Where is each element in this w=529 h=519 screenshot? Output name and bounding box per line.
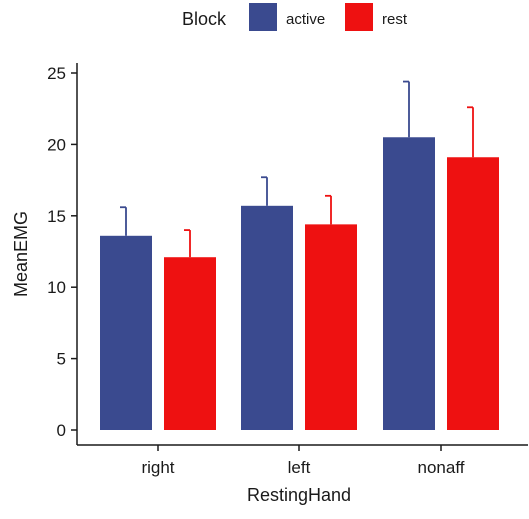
x-tick-label-nonaff: nonaff: [418, 458, 465, 477]
legend-swatch-rest: [345, 3, 373, 31]
legend-label-active: active: [286, 11, 325, 28]
y-tick-label-0: 0: [57, 421, 66, 440]
y-tick-label-15: 15: [47, 207, 66, 226]
y-tick-label-5: 5: [57, 350, 66, 369]
x-tick-label-left: left: [288, 458, 311, 477]
bar-active-nonaff: [383, 137, 435, 430]
y-axis-ticks: 0 5 10 15 20 25: [47, 64, 77, 440]
y-axis-title: MeanEMG: [11, 211, 31, 297]
legend-label-rest: rest: [382, 11, 408, 28]
error-bars-layer: [120, 80, 474, 258]
x-tick-label-right: right: [141, 458, 174, 477]
y-tick-label-25: 25: [47, 64, 66, 83]
y-tick-label-10: 10: [47, 278, 66, 297]
x-axis-title: RestingHand: [247, 485, 351, 505]
bar-active-left: [241, 205, 293, 430]
legend-swatch-active: [249, 3, 277, 31]
bars-layer: [100, 137, 499, 430]
bar-rest-right: [164, 257, 216, 430]
y-tick-label-20: 20: [47, 135, 66, 154]
legend-title: Block: [182, 9, 227, 29]
bar-rest-nonaff: [447, 157, 499, 430]
bar-rest-left: [305, 224, 357, 430]
legend: Block active rest: [182, 3, 408, 31]
bar-active-right: [100, 235, 152, 430]
x-axis-ticks: right left nonaff: [141, 445, 465, 477]
